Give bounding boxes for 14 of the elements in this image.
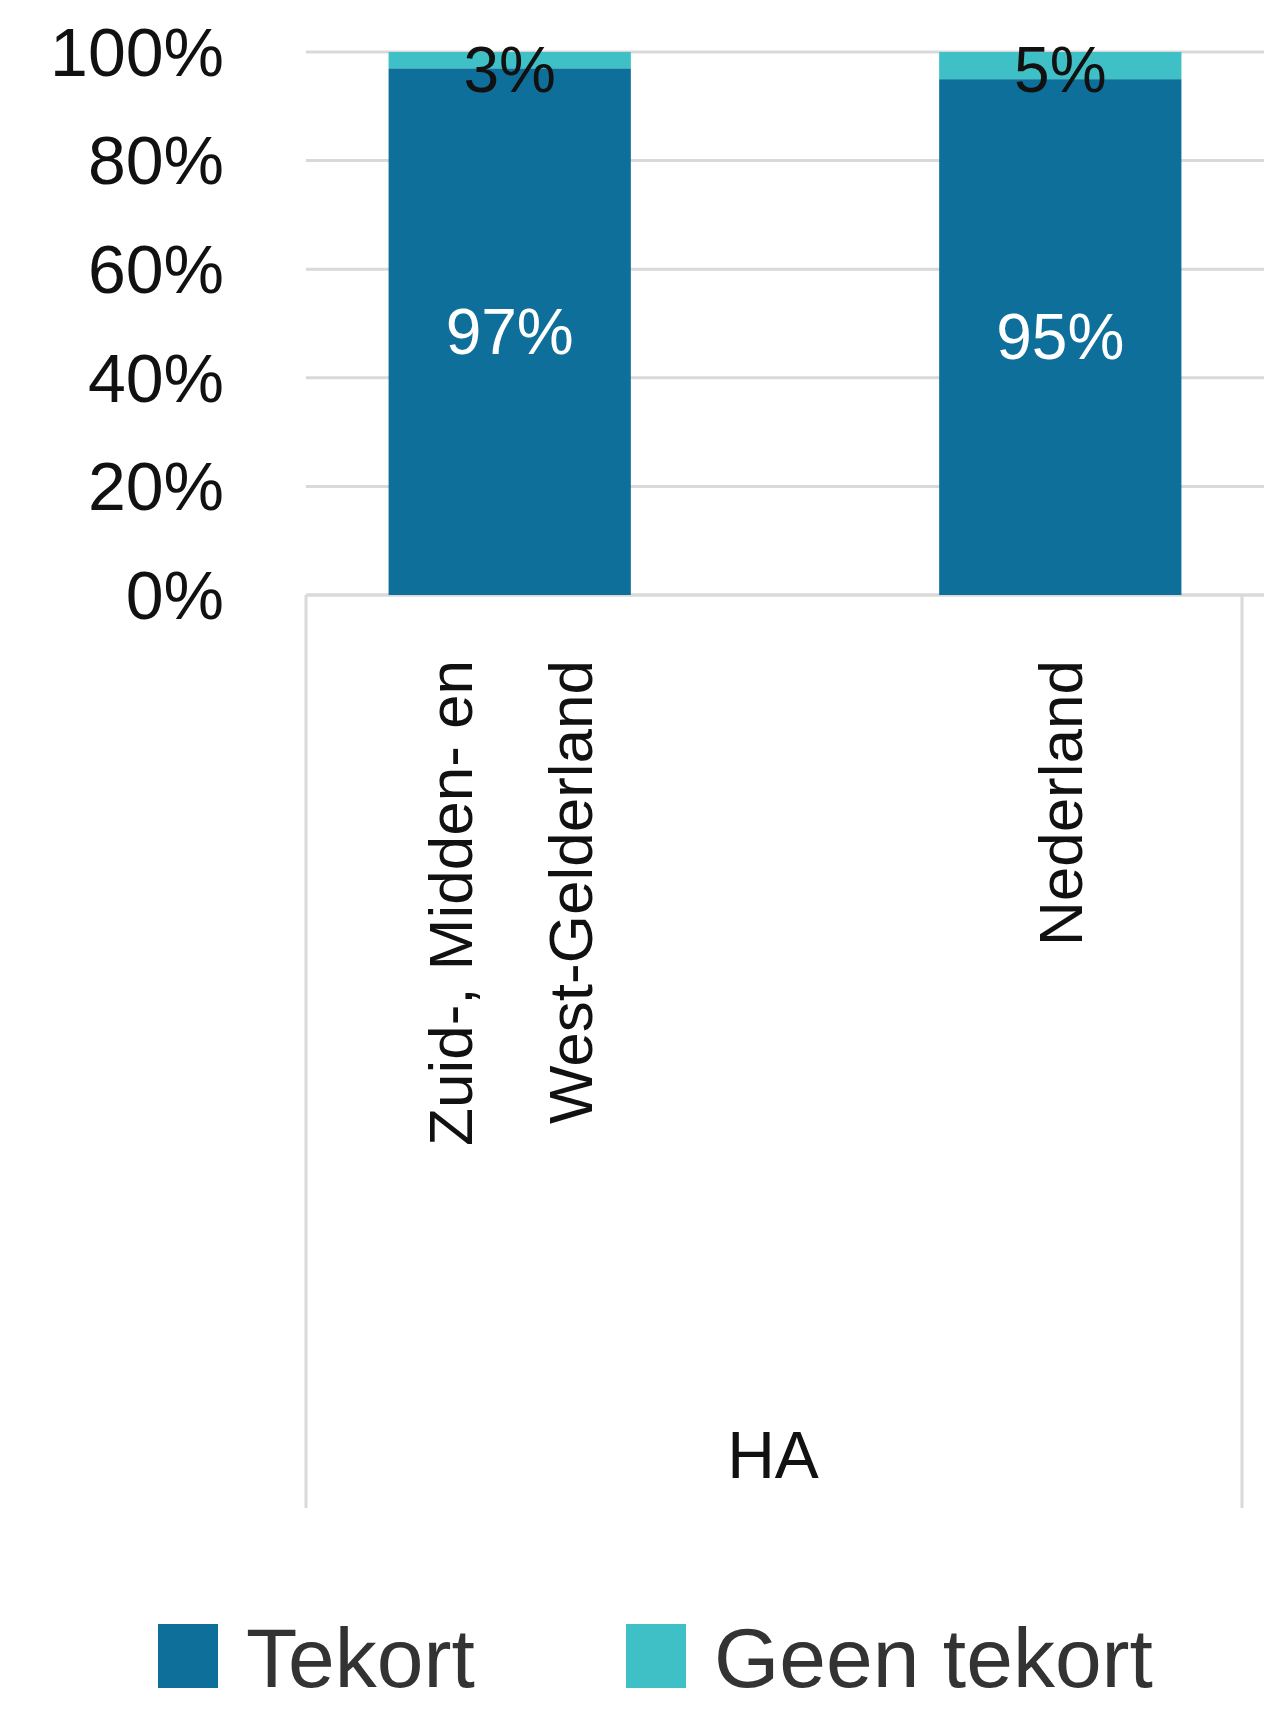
y-tick-label: 40% [87,339,224,416]
x-axis-title: HA [727,1418,819,1492]
data-label: 97% [445,295,574,368]
x-tick-label: Nederland [1026,660,1096,947]
x-tick-label: Zuid-, Midden- en West-Gelderland [415,660,605,1146]
y-tick-label: 20% [87,448,224,525]
y-tick-label: 0% [125,556,224,633]
y-tick-label: 80% [87,122,224,199]
y-tick-label: 100% [50,13,224,90]
y-tick-label: 60% [87,231,224,307]
data-label: 95% [996,301,1125,374]
legend-label: Geen tekort [714,1611,1153,1706]
legend-label: Tekort [246,1611,475,1706]
data-label: 5% [1014,34,1107,106]
